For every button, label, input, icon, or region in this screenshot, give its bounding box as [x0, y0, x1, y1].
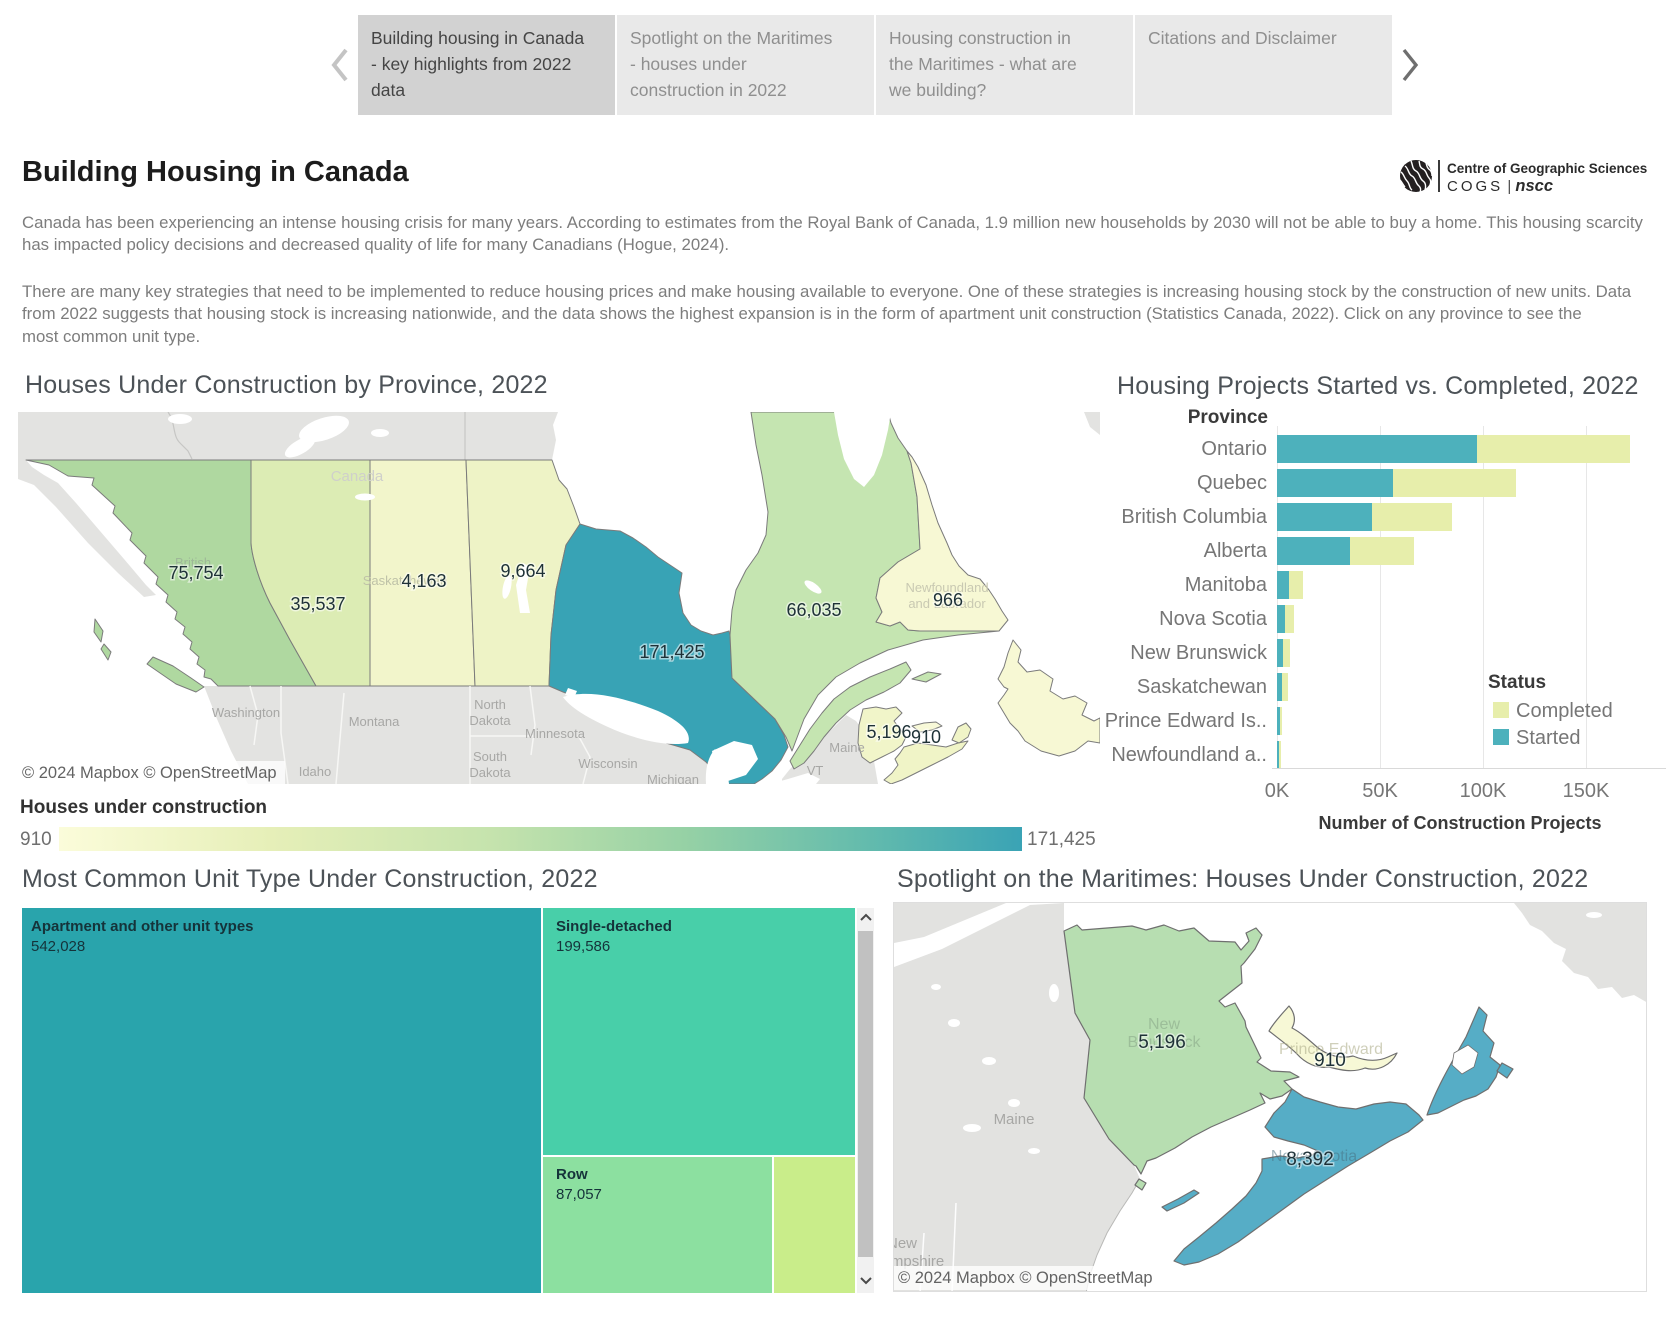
- svg-text:Maine: Maine: [994, 1111, 1035, 1128]
- svg-text:4,163: 4,163: [401, 571, 446, 591]
- svg-text:New: New: [894, 1235, 917, 1252]
- svg-text:Minnesota: Minnesota: [525, 726, 586, 741]
- svg-text:9,664: 9,664: [500, 561, 545, 581]
- svg-text:Washington: Washington: [212, 705, 280, 720]
- svg-text:Newfoundland: Newfoundland: [905, 580, 988, 595]
- svg-text:5,196: 5,196: [866, 722, 911, 742]
- svg-text:966: 966: [933, 590, 963, 610]
- svg-text:35,537: 35,537: [290, 594, 345, 614]
- svg-text:5,196: 5,196: [1138, 1032, 1186, 1053]
- svg-text:New: New: [1148, 1016, 1180, 1033]
- svg-text:Nova Scotia: Nova Scotia: [1271, 1148, 1357, 1165]
- svg-text:North: North: [474, 697, 506, 712]
- svg-text:Michigan: Michigan: [647, 772, 699, 784]
- svg-text:8,392: 8,392: [1286, 1149, 1334, 1170]
- svg-text:Dakota: Dakota: [469, 713, 511, 728]
- svg-text:910: 910: [911, 727, 941, 747]
- svg-text:British: British: [175, 555, 211, 570]
- svg-text:Maine: Maine: [829, 740, 864, 755]
- svg-text:Dakota: Dakota: [469, 765, 511, 780]
- svg-text:Saskatchewan: Saskatchewan: [363, 573, 448, 588]
- svg-text:Wisconsin: Wisconsin: [578, 756, 637, 771]
- svg-text:Prince Edward: Prince Edward: [1279, 1041, 1383, 1058]
- svg-text:South: South: [473, 749, 507, 764]
- svg-text:Montana: Montana: [349, 714, 400, 729]
- svg-text:and Labrador: and Labrador: [908, 596, 986, 611]
- svg-text:Idaho: Idaho: [299, 764, 332, 779]
- svg-text:171,425: 171,425: [639, 642, 704, 662]
- svg-text:Hampshire: Hampshire: [894, 1253, 944, 1270]
- svg-text:66,035: 66,035: [786, 600, 841, 620]
- svg-text:75,754: 75,754: [168, 563, 223, 583]
- svg-text:VT: VT: [807, 763, 824, 778]
- svg-text:Brunswick: Brunswick: [1128, 1034, 1202, 1051]
- svg-text:910: 910: [1314, 1050, 1346, 1071]
- svg-text:Canada: Canada: [331, 468, 384, 485]
